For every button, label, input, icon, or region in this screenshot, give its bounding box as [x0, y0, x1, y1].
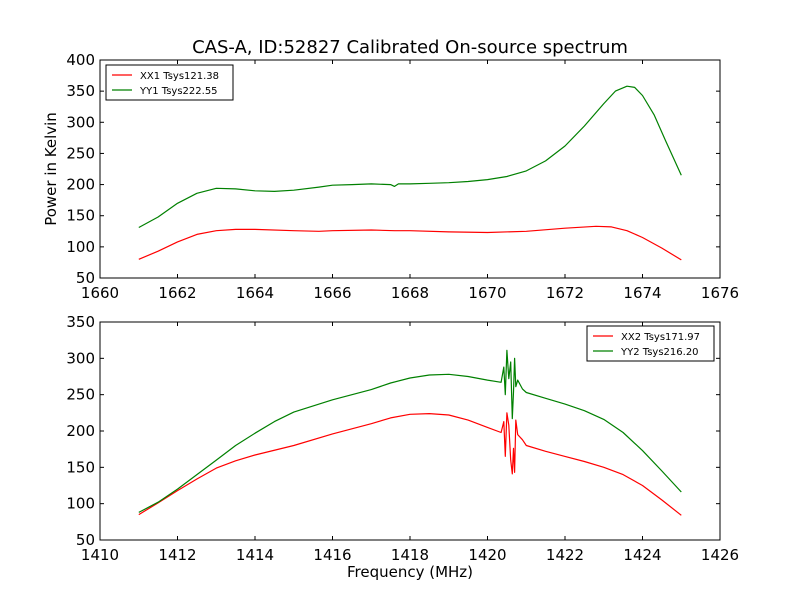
legend: XX1 Tsys121.38 YY1 Tsys222.55: [105, 64, 234, 101]
x-axis-label: Frequency (MHz): [347, 563, 473, 581]
x-tick-label: 1412: [158, 546, 196, 564]
figure-title: CAS-A, ID:52827 Calibrated On-source spe…: [192, 37, 628, 58]
x-tick-label: 1664: [236, 284, 274, 302]
y-tick-label: 300: [66, 113, 95, 131]
x-tick-label: 1424: [623, 546, 661, 564]
x-tick-label: 1672: [546, 284, 584, 302]
legend-label: XX1 Tsys121.38: [140, 71, 219, 82]
x-tick-label: 1410: [81, 546, 119, 564]
y-tick-label: 350: [66, 313, 95, 331]
legend-label: XX2 Tsys171.97: [621, 332, 700, 343]
x-tick-label: 1662: [158, 284, 196, 302]
y-tick-label: 400: [66, 51, 95, 69]
top-plot: 1660 1662 1664 1666 1668 1670 1672 1674 1676 50 10…: [42, 51, 739, 302]
x-tick-label: 1668: [391, 284, 429, 302]
y-axis-label: Power in Kelvin: [42, 112, 60, 226]
y-tick-label: 150: [66, 458, 95, 476]
y-tick-label: 200: [66, 176, 95, 194]
y-tick-label: 250: [66, 386, 95, 404]
x-tick-label: 1422: [546, 546, 584, 564]
x-tick-label: 1666: [313, 284, 351, 302]
y-tick-label: 100: [66, 238, 95, 256]
x-tick-label: 1420: [468, 546, 506, 564]
x-tick-label: 1670: [468, 284, 506, 302]
y-tick-label: 100: [66, 495, 95, 513]
y-tick-label: 250: [66, 144, 95, 162]
x-tick-label: 1676: [701, 284, 739, 302]
legend: XX2 Tsys171.97 YY2 Tsys216.20: [586, 325, 715, 362]
y-tick-label: 200: [66, 422, 95, 440]
y-tick-label: 350: [66, 82, 95, 100]
series-line-xx1: [138, 225, 682, 261]
x-tick-label: 1660: [81, 284, 119, 302]
legend-box: [586, 325, 715, 362]
legend-box: [105, 64, 234, 101]
x-tick-label: 1414: [236, 546, 274, 564]
series-line-yy1: [138, 85, 682, 229]
legend-label: YY2 Tsys216.20: [620, 347, 699, 358]
x-tick-label: 1674: [623, 284, 661, 302]
bottom-plot: 1410 1412 1414 1416 1418 1420 1422 1424 1426 50 10…: [66, 313, 739, 581]
y-tick-label: 300: [66, 349, 95, 367]
y-tick-label: 50: [76, 531, 95, 549]
x-tick-label: 1426: [701, 546, 739, 564]
y-tick-label: 50: [76, 269, 95, 287]
series-line-yy2: [138, 349, 682, 513]
x-tick-label: 1418: [391, 546, 429, 564]
y-tick-label: 150: [66, 207, 95, 225]
x-tick-label: 1416: [313, 546, 351, 564]
legend-label: YY1 Tsys222.55: [139, 86, 218, 97]
series-line-xx2: [138, 412, 682, 516]
